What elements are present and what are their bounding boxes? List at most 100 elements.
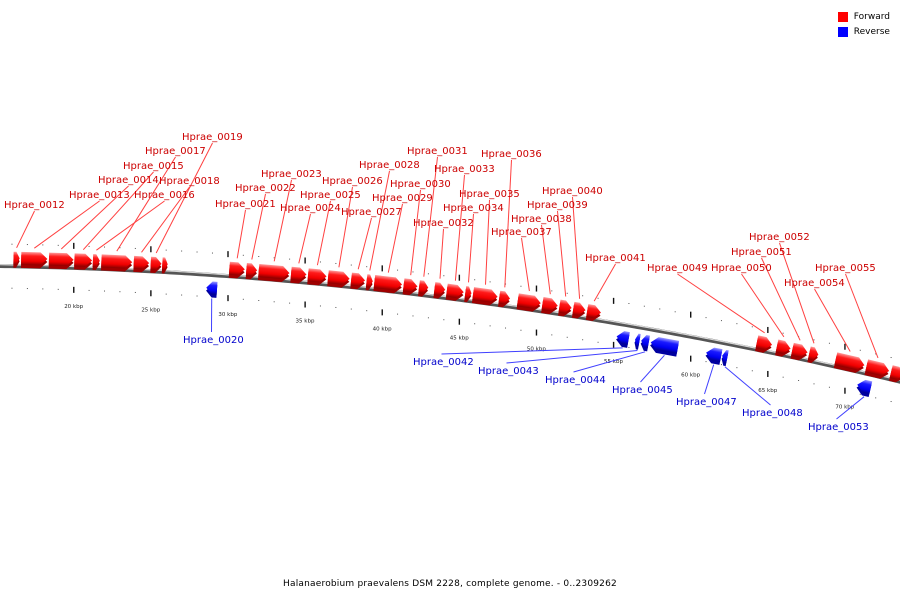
- minor-tick: [11, 287, 13, 289]
- gene-hprae-0014[interactable]: [48, 252, 74, 270]
- gene-hprae-0028[interactable]: [365, 274, 374, 291]
- minor-tick: [705, 317, 707, 319]
- gene-label-hprae-0033[interactable]: Hprae_0033: [434, 164, 495, 175]
- gene-hprae-0038[interactable]: [541, 297, 559, 315]
- gene-hprae-0017[interactable]: [100, 254, 133, 272]
- gene-label-hprae-0043[interactable]: Hprae_0043: [478, 366, 539, 377]
- major-tick: [690, 311, 692, 318]
- gene-hprae-0055[interactable]: [864, 359, 890, 380]
- gene-hprae-0036[interactable]: [497, 290, 511, 308]
- gene-hprae-0037[interactable]: [516, 293, 542, 312]
- gene-label-hprae-0054[interactable]: Hprae_0054: [784, 278, 845, 289]
- gene-hprae-0054[interactable]: [833, 352, 866, 374]
- gene-label-hprae-0023[interactable]: Hprae_0023: [261, 169, 322, 180]
- gene-features: [13, 251, 900, 397]
- gene-label-hprae-0024[interactable]: Hprae_0024: [280, 203, 341, 214]
- minor-tick: [566, 292, 568, 294]
- gene-label-hprae-0037[interactable]: Hprae_0037: [491, 227, 552, 238]
- gene-label-hprae-0014[interactable]: Hprae_0014: [98, 175, 159, 186]
- gene-hprae-0025[interactable]: [307, 268, 327, 286]
- gene-hprae-0042[interactable]: [615, 330, 630, 348]
- gene-hprae-0021[interactable]: [228, 261, 246, 279]
- gene-hprae-0040[interactable]: [571, 301, 587, 320]
- gene-hprae-0044[interactable]: [640, 334, 650, 352]
- gene-hprae-0013[interactable]: [20, 251, 48, 269]
- gene-hprae-0050[interactable]: [775, 339, 792, 359]
- gene-label-hprae-0017[interactable]: Hprae_0017: [145, 146, 206, 157]
- gene-label-hprae-0032[interactable]: Hprae_0032: [413, 218, 474, 229]
- scale-tick-label: 60 kbp: [681, 373, 700, 379]
- gene-label-hprae-0034[interactable]: Hprae_0034: [443, 203, 504, 214]
- gene-hprae-0026[interactable]: [327, 270, 350, 288]
- gene-label-hprae-0015[interactable]: Hprae_0015: [123, 161, 184, 172]
- gene-label-hprae-0018[interactable]: Hprae_0018: [159, 176, 220, 187]
- minor-tick: [350, 308, 352, 310]
- gene-hprae-0012[interactable]: [13, 251, 20, 268]
- gene-label-hprae-0012[interactable]: Hprae_0012: [4, 200, 65, 211]
- gene-hprae-0039[interactable]: [558, 299, 573, 318]
- gene-hprae-0035[interactable]: [471, 287, 499, 306]
- gene-hprae-0022[interactable]: [245, 263, 258, 280]
- gene-hprae-0034[interactable]: [464, 286, 472, 303]
- gene-label-hprae-0019[interactable]: Hprae_0019: [182, 132, 243, 143]
- gene-label-hprae-0044[interactable]: Hprae_0044: [545, 375, 606, 386]
- gene-hprae-0027[interactable]: [350, 272, 366, 290]
- gene-label-hprae-0030[interactable]: Hprae_0030: [390, 179, 451, 190]
- gene-hprae-0030[interactable]: [402, 278, 419, 296]
- gene-hprae-0023[interactable]: [257, 264, 290, 283]
- gene-hprae-0029[interactable]: [373, 275, 403, 294]
- gene-hprae-0052[interactable]: [807, 346, 819, 364]
- gene-hprae-0031[interactable]: [417, 280, 429, 297]
- gene-label-hprae-0041[interactable]: Hprae_0041: [585, 253, 646, 264]
- leader-line: [504, 159, 512, 288]
- gene-hprae-0047[interactable]: [704, 346, 723, 365]
- gene-hprae-0016[interactable]: [92, 254, 101, 271]
- gene-hprae-0020[interactable]: [206, 281, 218, 298]
- gene-label-hprae-0038[interactable]: Hprae_0038: [511, 214, 572, 225]
- gene-label-hprae-0055[interactable]: Hprae_0055: [815, 263, 876, 274]
- minor-tick: [57, 288, 59, 290]
- gene-hprae-0045[interactable]: [649, 336, 680, 357]
- gene-label-hprae-0031[interactable]: Hprae_0031: [407, 146, 468, 157]
- gene-hprae-0024[interactable]: [290, 266, 307, 284]
- gene-label-hprae-0013[interactable]: Hprae_0013: [69, 190, 130, 201]
- gene-label-hprae-0035[interactable]: Hprae_0035: [459, 189, 520, 200]
- gene-label-hprae-0029[interactable]: Hprae_0029: [372, 193, 433, 204]
- gene-label-hprae-0016[interactable]: Hprae_0016: [134, 190, 195, 201]
- gene-label-hprae-0053[interactable]: Hprae_0053: [808, 422, 869, 433]
- gene-label-hprae-0027[interactable]: Hprae_0027: [341, 207, 402, 218]
- gene-label-hprae-0047[interactable]: Hprae_0047: [676, 397, 737, 408]
- gene-label-hprae-0021[interactable]: Hprae_0021: [215, 199, 276, 210]
- gene-label-hprae-0052[interactable]: Hprae_0052: [749, 232, 810, 243]
- gene-label-hprae-0025[interactable]: Hprae_0025: [300, 190, 361, 201]
- gene-label-hprae-0040[interactable]: Hprae_0040: [542, 186, 603, 197]
- gene-label-hprae-0042[interactable]: Hprae_0042: [413, 357, 474, 368]
- gene-label-hprae-0050[interactable]: Hprae_0050: [711, 263, 772, 274]
- gene-hprae-0041[interactable]: [585, 304, 602, 322]
- gene-label-hprae-0028[interactable]: Hprae_0028: [359, 160, 420, 171]
- gene-hprae-0049[interactable]: [755, 335, 773, 354]
- gene-label-hprae-0039[interactable]: Hprae_0039: [527, 200, 588, 211]
- gene-hprae-0019[interactable]: [150, 256, 162, 274]
- gene-hprae-0048[interactable]: [720, 349, 729, 367]
- gene-label-hprae-0048[interactable]: Hprae_0048: [742, 408, 803, 419]
- gene-hprae-0032[interactable]: [433, 282, 446, 299]
- minor-tick: [628, 303, 630, 305]
- gene-label-hprae-0049[interactable]: Hprae_0049: [647, 263, 708, 274]
- gene-label-hprae-0026[interactable]: Hprae_0026: [322, 176, 383, 187]
- gene-hprae-0051[interactable]: [790, 342, 808, 362]
- minor-tick: [181, 250, 183, 252]
- gene-hprae-0033[interactable]: [445, 283, 465, 302]
- gene-hprae-0055b[interactable]: [888, 365, 900, 384]
- gene-label-hprae-0020[interactable]: Hprae_0020: [183, 335, 244, 346]
- gene-label-hprae-0036[interactable]: Hprae_0036: [481, 149, 542, 160]
- gene-hprae-0043[interactable]: [633, 333, 641, 350]
- leader-line: [155, 142, 213, 254]
- gene-label-hprae-0045[interactable]: Hprae_0045: [612, 385, 673, 396]
- gene-hprae-0015[interactable]: [74, 253, 93, 270]
- gene-label-hprae-0022[interactable]: Hprae_0022: [235, 183, 296, 194]
- gene-hprae-0053[interactable]: [855, 378, 873, 397]
- gene-hprae-0018[interactable]: [133, 255, 150, 273]
- gene-hprae-0019b[interactable]: [161, 257, 168, 274]
- gene-label-hprae-0051[interactable]: Hprae_0051: [731, 247, 792, 258]
